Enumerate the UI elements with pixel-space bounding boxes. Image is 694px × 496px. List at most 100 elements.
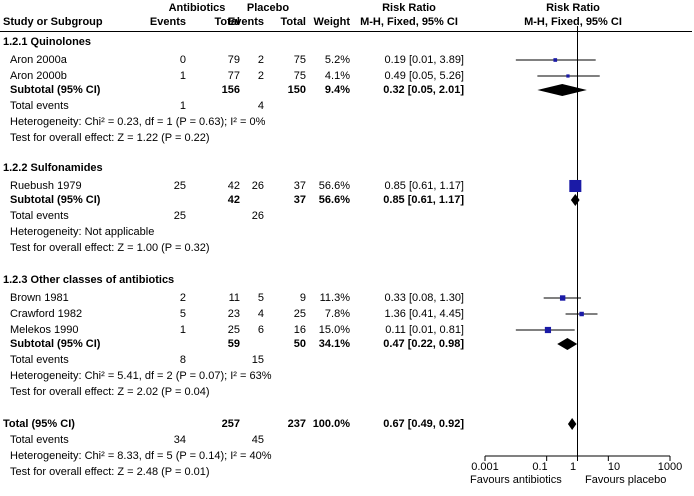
- total-events-antibiotics: 34: [173, 434, 186, 446]
- subgroup-title: 1.2.2 Sulfonamides: [3, 162, 103, 174]
- weight-value: 11.3%: [319, 292, 350, 304]
- total-antibiotics: 257: [221, 418, 240, 430]
- total-antibiotics: 77: [227, 70, 240, 82]
- x-tick-label: 1000: [657, 461, 683, 473]
- effect-square: [544, 326, 552, 334]
- pooled-diamond: [537, 84, 587, 96]
- total-events-label: Total events: [10, 354, 69, 366]
- overall-effect-text: Test for overall effect: Z = 2.48 (P = 0…: [10, 466, 210, 478]
- study-name: Crawford 1982: [10, 308, 83, 320]
- events-placebo: 26: [251, 180, 264, 192]
- total-placebo: 50: [293, 338, 306, 350]
- weight-value: 9.4%: [324, 84, 350, 96]
- total-antibiotics: 23: [227, 308, 240, 320]
- effect-square: [569, 179, 582, 193]
- events-antibiotics: 25: [173, 180, 186, 192]
- total-placebo: 75: [293, 54, 306, 66]
- events1-header: Events: [149, 16, 186, 28]
- pooled-diamond: [570, 194, 580, 206]
- total-events-placebo: 26: [251, 210, 264, 222]
- favours-right-label: Favours placebo: [585, 474, 667, 486]
- total-antibiotics: 42: [227, 194, 240, 206]
- risk-ratio-ci: 0.85 [0.61, 1.17]: [384, 180, 464, 192]
- subtotal-label: Subtotal (95% CI): [10, 194, 101, 206]
- total-placebo: 237: [287, 418, 306, 430]
- total-antibiotics: 79: [227, 54, 240, 66]
- events-placebo: 2: [257, 70, 264, 82]
- events-placebo: 4: [257, 308, 264, 320]
- total-placebo: 9: [299, 292, 306, 304]
- total-events-antibiotics: 25: [173, 210, 186, 222]
- x-tick-label: 0.1: [532, 461, 548, 473]
- overall-effect-text: Test for overall effect: Z = 1.00 (P = 0…: [10, 242, 210, 254]
- total2-header: Total: [280, 16, 306, 28]
- heterogeneity-text: Heterogeneity: Not applicable: [10, 226, 155, 238]
- risk-ratio-ci: 0.11 [0.01, 0.81]: [385, 324, 464, 336]
- total-placebo: 37: [293, 180, 306, 192]
- total-placebo: 16: [293, 324, 306, 336]
- weight-value: 100.0%: [312, 418, 350, 430]
- study-name: Melekos 1990: [10, 324, 79, 336]
- risk-ratio-ci: 0.19 [0.01, 3.89]: [384, 54, 464, 66]
- study-name: Aron 2000a: [10, 54, 67, 66]
- total-antibiotics: 156: [221, 84, 240, 96]
- study-name: Ruebush 1979: [10, 180, 82, 192]
- header-rule: [0, 31, 692, 32]
- total-placebo: 37: [293, 194, 306, 206]
- events-antibiotics: 2: [179, 292, 186, 304]
- total-antibiotics: 11: [228, 292, 240, 304]
- total1-header: Total: [214, 16, 240, 28]
- study-name: Brown 1981: [10, 292, 69, 304]
- heterogeneity-text: Heterogeneity: Chi² = 0.23, df = 1 (P = …: [10, 116, 266, 128]
- total-events-label: Total events: [10, 210, 69, 222]
- total-events-antibiotics: 1: [179, 100, 186, 112]
- weight-value: 4.1%: [324, 70, 350, 82]
- events-placebo: 6: [257, 324, 264, 336]
- rr-method-header: M-H, Fixed, 95% CI: [360, 16, 458, 28]
- effect-square: [559, 295, 566, 301]
- total-events-antibiotics: 8: [179, 354, 186, 366]
- total-antibiotics: 42: [227, 180, 240, 192]
- total-antibiotics: 59: [227, 338, 240, 350]
- total-antibiotics: 25: [227, 324, 240, 336]
- pooled-diamond: [557, 338, 578, 350]
- pooled-diamond: [567, 418, 577, 430]
- subgroup-title: 1.2.3 Other classes of antibiotics: [3, 274, 175, 286]
- effect-square: [566, 74, 570, 78]
- risk-ratio-ci: 0.32 [0.05, 2.01]: [383, 84, 464, 96]
- subtotal-label: Subtotal (95% CI): [10, 338, 101, 350]
- total-placebo: 25: [293, 308, 306, 320]
- weight-value: 34.1%: [318, 338, 350, 350]
- risk-ratio-ci: 0.49 [0.05, 5.26]: [384, 70, 464, 82]
- subtotal-label: Subtotal (95% CI): [10, 84, 101, 96]
- risk-ratio-ci: 1.36 [0.41, 4.45]: [384, 308, 464, 320]
- total-events-placebo: 4: [257, 100, 264, 112]
- events-antibiotics: 1: [179, 324, 186, 336]
- risk-ratio-ci: 0.85 [0.61, 1.17]: [383, 194, 464, 206]
- weight-value: 56.6%: [318, 194, 350, 206]
- events-placebo: 2: [257, 54, 264, 66]
- total-events-placebo: 15: [251, 354, 264, 366]
- study-name: Aron 2000b: [10, 70, 67, 82]
- risk-ratio-ci: 0.47 [0.22, 0.98]: [383, 338, 464, 350]
- risk-ratio-ci: 0.33 [0.08, 1.30]: [384, 292, 464, 304]
- total-placebo: 75: [293, 70, 306, 82]
- subgroup-title: 1.2.1 Quinolones: [3, 36, 92, 48]
- events2-header: Events: [227, 16, 264, 28]
- weight-value: 56.6%: [318, 180, 350, 192]
- plot-title: Risk Ratio: [546, 2, 600, 14]
- total-placebo: 150: [287, 84, 306, 96]
- weight-header: Weight: [313, 16, 350, 28]
- plot-method-header: M-H, Fixed, 95% CI: [524, 16, 622, 28]
- total-label: Total (95% CI): [3, 418, 75, 430]
- group2-header: Placebo: [246, 2, 290, 14]
- overall-effect-text: Test for overall effect: Z = 1.22 (P = 0…: [10, 132, 210, 144]
- study-column-header: Study or Subgroup: [3, 16, 103, 28]
- total-events-label: Total events: [10, 434, 69, 446]
- weight-value: 15.0%: [318, 324, 350, 336]
- weight-value: 5.2%: [324, 54, 350, 66]
- heterogeneity-text: Heterogeneity: Chi² = 5.41, df = 2 (P = …: [10, 370, 272, 382]
- effect-square: [553, 58, 558, 62]
- events-antibiotics: 1: [179, 70, 186, 82]
